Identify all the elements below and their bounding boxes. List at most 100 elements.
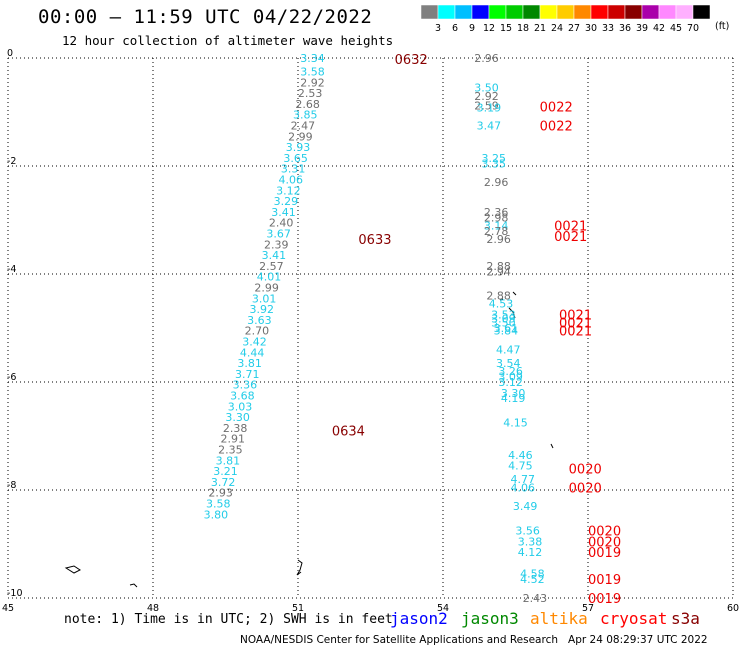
satellite-legend-altika: altika xyxy=(530,609,588,628)
colorbar-tick-label: 21 xyxy=(534,23,546,33)
wave-height-point: 4.12 xyxy=(518,546,543,559)
wave-height-point: 2.88 xyxy=(486,260,511,273)
wave-height-point: 3.56 xyxy=(515,525,540,538)
wave-height-point: 3.63 xyxy=(247,314,272,327)
x-tick-label: 60 xyxy=(727,603,739,614)
wave-height-point: 3.49 xyxy=(513,500,538,513)
pass-time-label: 0022 xyxy=(540,101,573,116)
land-outlines xyxy=(64,291,554,588)
y-tick-label: -6 xyxy=(7,372,16,383)
wave-height-point: 2.92 xyxy=(474,90,499,103)
colorbar-tick-label: 33 xyxy=(602,23,614,33)
wave-height-point: 4.53 xyxy=(489,298,514,311)
pass-time-label: 0021 xyxy=(554,230,587,245)
wave-height-point: 3.03 xyxy=(228,400,253,413)
wave-height-point: 3.01 xyxy=(252,292,277,305)
pass-time-label: 0020 xyxy=(569,462,602,477)
wave-height-point: 2.78 xyxy=(484,225,509,238)
island-outline xyxy=(550,443,554,449)
grid-layer xyxy=(7,57,734,599)
wave-height-point: 2.35 xyxy=(218,444,243,457)
colorbar-tick-label: 70 xyxy=(687,23,699,33)
wave-height-point: 3.81 xyxy=(216,454,241,467)
pass-time-label: 0634 xyxy=(332,425,365,440)
colorbar-tick-label: 30 xyxy=(585,23,597,33)
pass-time-label: 0019 xyxy=(588,546,621,561)
wave-height-point: 3.34 xyxy=(300,52,325,65)
x-tick-label: 48 xyxy=(147,603,159,614)
colorbar-tick-label: 6 xyxy=(452,23,458,33)
page-subtitle: 12 hour collection of altimeter wave hei… xyxy=(62,33,394,48)
wave-height-point: 2.59 xyxy=(474,100,499,113)
wave-height-point: 3.53 xyxy=(491,309,516,322)
wave-height-point: 3.42 xyxy=(242,336,267,349)
wave-height-point: 3.58 xyxy=(300,66,325,79)
satellite-legend-jason2: jason2 xyxy=(390,609,448,628)
track-labels: 0632063306340022002200210021002100210021… xyxy=(332,53,621,607)
satellite-legend-cryosat: cryosat xyxy=(600,609,668,628)
wave-height-point: 3.21 xyxy=(213,465,238,478)
wave-height-point: 3.12 xyxy=(276,184,301,197)
wave-height-point: 2.92 xyxy=(300,76,325,89)
wave-height-point: 2.57 xyxy=(259,260,284,273)
wave-height-point: 3.67 xyxy=(266,228,291,241)
colorbar: 3 6 9 12 15 18 21 24 27 30 33 36 39 42 45 70 xyxy=(421,5,711,33)
satellite-legend-jason3: jason3 xyxy=(461,609,519,628)
wave-height-point: 3.71 xyxy=(235,368,260,381)
pass-time-label: 0021 xyxy=(559,317,592,332)
wave-height-point: 2.36 xyxy=(484,206,509,219)
y-tick-label: -2 xyxy=(7,156,16,167)
colorbar-tick-label: 39 xyxy=(636,23,648,33)
island-outline xyxy=(499,291,517,319)
wave-height-point: 2.94 xyxy=(486,265,511,278)
wave-height-point: 3.80 xyxy=(204,508,229,521)
credit-line: NOAA/NESDIS Center for Satellite Applica… xyxy=(240,634,708,646)
page-title: 00:00 – 11:59 UTC 04/22/2022 xyxy=(38,6,373,28)
colorbar-tick-label: 36 xyxy=(619,23,631,33)
wave-height-point: 4.01 xyxy=(257,271,282,284)
wave-height-point: 2.70 xyxy=(245,325,270,338)
colorbar-swatch xyxy=(692,5,711,20)
data-points: 3.343.582.922.532.683.852.472.993.933.65… xyxy=(204,52,547,605)
colorbar-tick-label: 12 xyxy=(483,23,495,33)
wave-height-point: 2.98 xyxy=(484,211,509,224)
wave-height-point: 4.06 xyxy=(279,174,304,187)
wave-height-point: 3.12 xyxy=(498,376,523,389)
x-tick-label: 57 xyxy=(582,603,594,614)
pass-time-label: 0633 xyxy=(358,233,391,248)
wave-height-point: 3.68 xyxy=(230,390,255,403)
footnote: note: 1) Time is in UTC; 2) SWH is in fe… xyxy=(64,612,393,627)
wave-height-point: 2.93 xyxy=(208,487,233,500)
wave-height-point: 2.68 xyxy=(295,98,320,111)
wave-height-point: 3.26 xyxy=(498,365,523,378)
pass-time-label: 0019 xyxy=(588,573,621,588)
colorbar-unit: (ft) xyxy=(715,21,730,32)
wave-height-point: 4.19 xyxy=(501,392,526,405)
wave-height-point: 3.30 xyxy=(501,387,526,400)
wave-height-point: 2.99 xyxy=(254,282,279,295)
wave-height-point: 3.65 xyxy=(283,152,308,165)
x-tick-label: 51 xyxy=(292,603,304,614)
axis-labels: 45 48 51 54 57 60 0 -2 -4 -6 -8 -10 xyxy=(2,48,739,614)
colorbar-tick-label: 15 xyxy=(500,23,512,33)
wave-height-point: 2.40 xyxy=(269,217,294,230)
x-tick-label: 54 xyxy=(437,603,449,614)
colorbar-tick-label: 27 xyxy=(568,23,580,33)
wave-height-point: 3.25 xyxy=(482,152,507,165)
wave-height-point: 4.44 xyxy=(240,346,265,359)
wave-height-point: 3.84 xyxy=(494,325,519,338)
wave-height-point: 4.47 xyxy=(496,344,521,357)
wave-height-point: 2.47 xyxy=(291,120,316,133)
y-tick-label: -8 xyxy=(7,480,16,491)
wave-height-point: 3.35 xyxy=(482,157,507,170)
wave-height-point: 3.81 xyxy=(237,357,262,370)
wave-height-point: 4.75 xyxy=(508,460,533,473)
wave-height-point: 4.15 xyxy=(503,417,528,430)
wave-height-point: 2.53 xyxy=(298,87,323,100)
wave-height-point: 3.50 xyxy=(474,82,499,95)
pass-time-label: 0021 xyxy=(554,219,587,234)
pass-time-label: 0021 xyxy=(559,309,592,324)
pass-time-label: 0022 xyxy=(540,120,573,135)
pass-time-label: 0020 xyxy=(569,481,602,496)
wave-height-point: 3.85 xyxy=(293,109,318,122)
